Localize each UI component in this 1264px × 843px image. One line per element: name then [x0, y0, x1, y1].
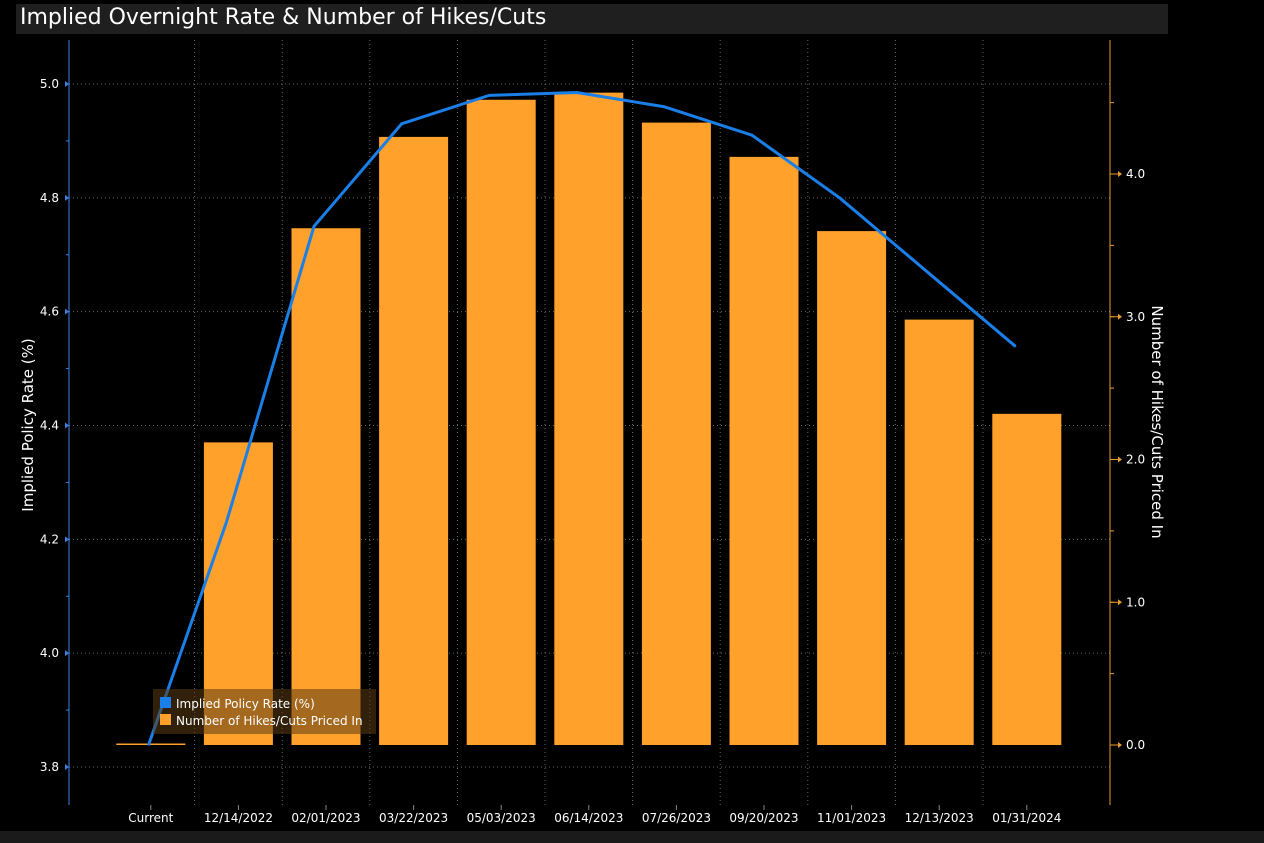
bar [291, 228, 361, 745]
x-tick-label: 12/14/2022 [204, 811, 273, 825]
bar [817, 231, 887, 746]
y-axis-label: Implied Policy Rate (%) [19, 338, 37, 511]
bottom-strip [0, 831, 1264, 843]
bar [379, 136, 449, 745]
bar [116, 743, 186, 745]
y-tick-label: 4.4 [40, 419, 59, 433]
x-tick-label: 07/26/2023 [642, 811, 711, 825]
x-tick-label: 05/03/2023 [467, 811, 536, 825]
y-tick-label: 4.0 [40, 646, 59, 660]
x-tick-label: 06/14/2023 [554, 811, 623, 825]
bar [729, 156, 799, 745]
y-tick-label: 4.6 [40, 305, 59, 319]
x-tick-label: 01/31/2024 [992, 811, 1061, 825]
bar [904, 319, 974, 745]
chart-title: Implied Overnight Rate & Number of Hikes… [20, 5, 547, 30]
y2-tick-label: 3.0 [1126, 310, 1145, 324]
title-bar: Implied Overnight Rate & Number of Hikes… [16, 4, 1168, 34]
bar [992, 413, 1062, 745]
legend-swatch-hikes [160, 714, 171, 725]
y-tick-label: 5.0 [40, 77, 59, 91]
line-series [147, 91, 1017, 746]
legend-label-rate: Implied Policy Rate (%) [176, 697, 315, 711]
y2-tick [1118, 313, 1122, 320]
y2-tick-label: 2.0 [1126, 453, 1145, 467]
y2-tick [1118, 599, 1122, 606]
bar [641, 122, 711, 746]
bar-series [116, 92, 1062, 746]
y2-axis-label: Number of Hikes/Cuts Priced In [1148, 305, 1166, 538]
x-tick-label: 09/20/2023 [729, 811, 798, 825]
x-tick-label: 11/01/2023 [817, 811, 886, 825]
x-tick-label: 12/13/2023 [905, 811, 974, 825]
bar [466, 99, 536, 745]
y-tick-label: 4.8 [40, 191, 59, 205]
bar [554, 92, 624, 745]
x-tick-label: 02/01/2023 [291, 811, 360, 825]
legend-swatch-rate [160, 697, 171, 708]
axes: 3.8 4.0 4.2 4.4 4.6 4.8 5.0 0.0 1.0 2.0 3.0 4.0 Curr… [40, 40, 1145, 825]
legend-label-hikes: Number of Hikes/Cuts Priced In [176, 714, 363, 728]
legend: Implied Policy Rate (%) Number of Hikes/… [153, 689, 376, 734]
x-tick-label: 03/22/2023 [379, 811, 448, 825]
y2-tick [1118, 456, 1122, 463]
y-tick-label: 4.2 [40, 532, 59, 546]
y-tick-label: 3.8 [40, 760, 59, 774]
rate-line [147, 91, 1017, 746]
y2-tick-label: 0.0 [1126, 738, 1145, 752]
y2-tick [1118, 742, 1122, 748]
y2-tick [1118, 171, 1122, 177]
y2-tick-label: 4.0 [1126, 167, 1145, 181]
y2-tick-label: 1.0 [1126, 595, 1145, 609]
x-tick-label: Current [128, 811, 173, 825]
